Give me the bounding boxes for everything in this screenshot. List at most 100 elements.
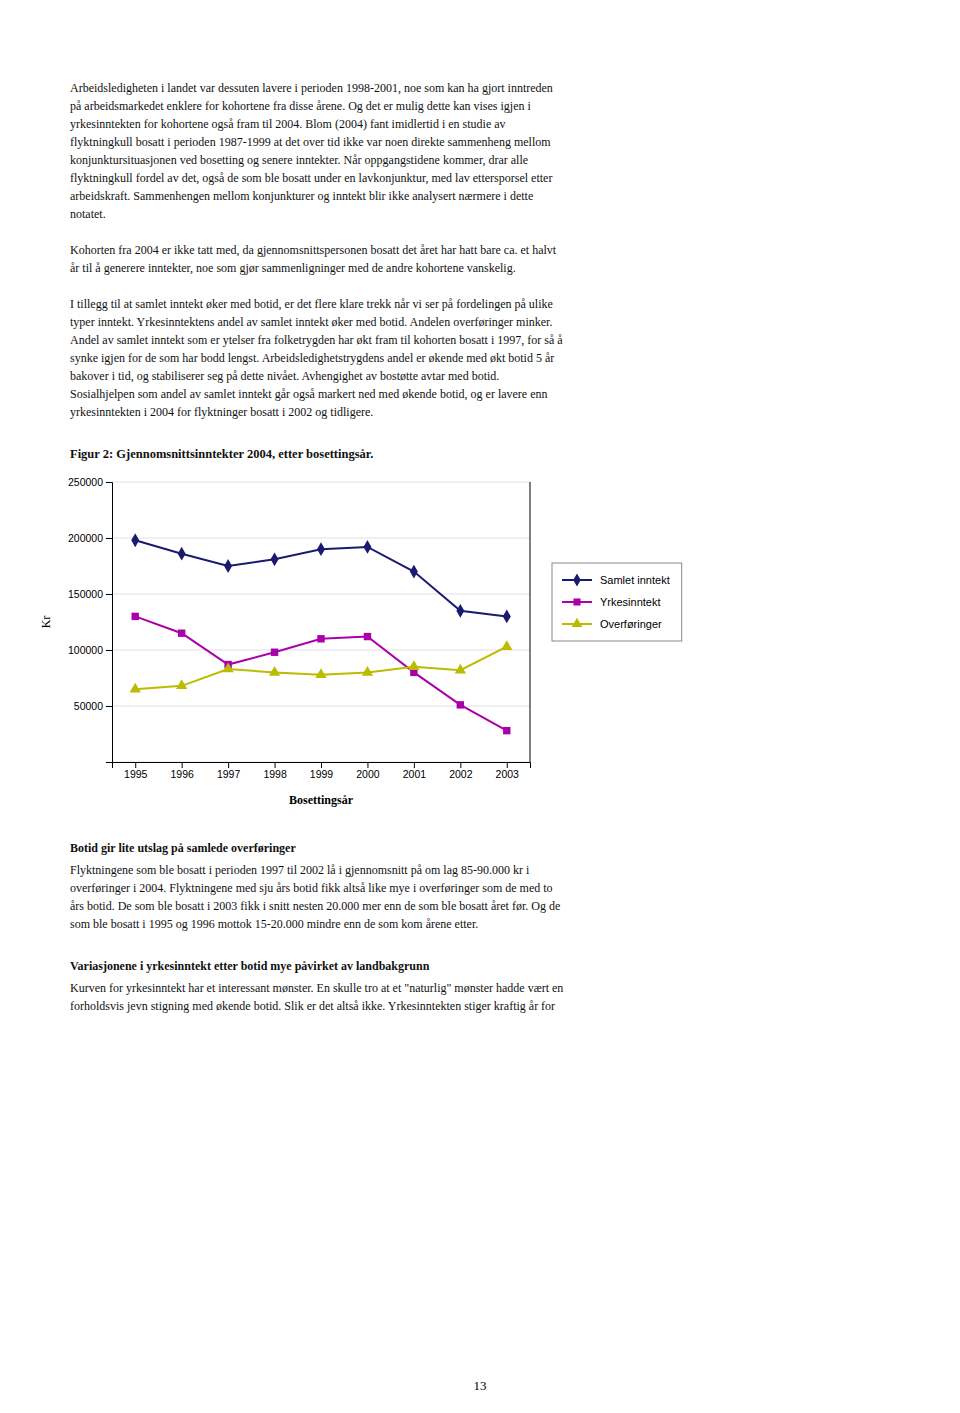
- legend: Samlet inntektYrkesinntektOverføringer: [552, 563, 682, 641]
- x-tick-mark: [275, 762, 276, 768]
- x-axis: 1995 1996 1997 1998 1999 2000 2001 2002 2003: [113, 762, 531, 780]
- x-tick: 1998: [263, 762, 287, 780]
- series-marker: [408, 660, 419, 670]
- paragraph-line: konjunktursituasjonen ved bosetting og s…: [70, 153, 528, 167]
- x-tick: 2000: [356, 762, 380, 780]
- x-tick-mark: [367, 762, 368, 768]
- paragraph-line: Flyktningene som ble bosatt i perioden 1…: [70, 863, 530, 877]
- paragraph-line: yrkesinntekten for kohortene også fram t…: [70, 117, 506, 131]
- y-tick-mark: [106, 650, 112, 651]
- series-marker: [503, 727, 510, 734]
- y-tick-mark: [106, 538, 112, 539]
- paragraph-line: bakover i tid, og stabiliserer seg på de…: [70, 369, 499, 383]
- x-tick-label: 1995: [124, 768, 148, 780]
- x-tick-label: 1996: [170, 768, 194, 780]
- grid-line: [112, 706, 530, 707]
- grid: [112, 482, 530, 762]
- paragraph-line: Sosialhjelpen som andel av samlet inntek…: [70, 387, 548, 401]
- series-line: [135, 616, 507, 730]
- series-marker: [224, 559, 232, 573]
- series-marker: [131, 533, 139, 547]
- page-number: 13: [474, 1378, 487, 1393]
- x-tick-mark: [414, 762, 415, 768]
- y-tick-label: 200000: [68, 532, 103, 544]
- paragraph-line: arbeidskraft. Sammenhengen mellom konjun…: [70, 189, 533, 203]
- paragraph-line: I tillegg til at samlet inntekt øker med…: [70, 297, 553, 311]
- paragraph-line: Andel av samlet inntekt som er ytelser f…: [70, 333, 563, 347]
- legend-marker: [572, 618, 583, 627]
- paragraph-line: år til å generere inntekter, noe som gjø…: [70, 261, 516, 275]
- series-marker: [457, 701, 464, 708]
- y-tick-mark: [106, 706, 112, 707]
- legend-label: Yrkesinntekt: [600, 596, 661, 608]
- grid-line: [112, 594, 530, 595]
- y-tick-mark: [106, 482, 112, 483]
- y-tick-label: 250000: [68, 476, 103, 488]
- legend-frame: [552, 563, 682, 641]
- x-tick-label: 2003: [496, 768, 520, 780]
- series-marker: [222, 663, 233, 673]
- chart-title: Figur 2: Gjennomsnittsinntekter 2004, et…: [70, 447, 373, 461]
- y-tick-mark: [106, 762, 112, 763]
- grid-line: [112, 482, 530, 483]
- y-tick: 50000: [74, 700, 112, 712]
- x-tick: 1997: [217, 762, 241, 780]
- paragraph-line: års botid. De som ble bosatt i 2003 fikk…: [70, 899, 560, 913]
- series-marker: [503, 609, 511, 623]
- x-axis-title: Bosettingsår: [289, 793, 354, 807]
- legend-label: Samlet inntekt: [600, 574, 670, 586]
- x-tick-mark: [507, 762, 508, 768]
- series-marker: [456, 604, 464, 618]
- x-axis-line: [113, 763, 531, 769]
- y-tick: 250000: [68, 476, 112, 488]
- series-marker: [410, 565, 418, 579]
- y-tick-label: 50000: [74, 700, 103, 712]
- x-tick-mark: [321, 762, 322, 768]
- series-marker: [364, 633, 371, 640]
- paragraph-line: forholdsvis jevn stigning med økende bot…: [70, 999, 555, 1013]
- x-tick: 2001: [403, 762, 427, 780]
- series-marker: [362, 666, 373, 676]
- x-tick: 2002: [449, 762, 473, 780]
- x-tick-label: 1999: [310, 768, 334, 780]
- y-tick-label: 100000: [68, 644, 103, 656]
- paragraph-line: Arbeidsledigheten i landet var dessuten …: [70, 81, 553, 95]
- paragraph-line: på arbeidsmarkedet enklere for kohortene…: [70, 99, 531, 113]
- legend-marker: [573, 573, 581, 586]
- y-axis-line: [106, 483, 113, 763]
- paragraph-line: flyktningkull bosatt i perioden 1987-199…: [70, 135, 551, 149]
- series-marker: [317, 635, 324, 642]
- series-marker: [130, 683, 141, 693]
- y-tick-label: 150000: [68, 588, 103, 600]
- paragraph-line: Kurven for yrkesinntekt har et interessa…: [70, 981, 563, 995]
- paragraph-line: yrkesinntekten i 2004 for flyktninger bo…: [70, 405, 373, 419]
- y-axis: 50000 100000 150000 200000 250000: [68, 476, 113, 763]
- series-marker: [178, 547, 186, 561]
- grid-line: [112, 538, 530, 539]
- x-tick: 1999: [310, 762, 334, 780]
- section-heading: Variasjonene i yrkesinntekt etter botid …: [70, 959, 430, 973]
- x-tick: 1996: [170, 762, 194, 780]
- series-marker: [315, 668, 326, 678]
- paragraph-line: Kohorten fra 2004 er ikke tatt med, da g…: [70, 243, 557, 257]
- grid-line: [112, 650, 530, 651]
- x-tick-label: 2001: [403, 768, 427, 780]
- series-marker: [501, 640, 512, 650]
- paragraph-line: overføringer i 2004. Flyktningene med sj…: [70, 881, 553, 895]
- x-tick: 1995: [124, 762, 148, 780]
- x-tick-label: 2002: [449, 768, 473, 780]
- series-marker: [317, 542, 325, 556]
- series-line: [135, 540, 507, 616]
- plot-marks: [130, 533, 513, 734]
- y-tick: 100000: [68, 644, 112, 656]
- page: Arbeidsledigheten i landet var dessuten …: [0, 0, 960, 1413]
- section-heading: Botid gir lite utslag på samlede overfør…: [70, 841, 296, 855]
- paragraph-line: som ble bosatt i 1995 og 1996 mottok 15-…: [70, 917, 478, 931]
- y-tick-mark: [106, 594, 112, 595]
- x-tick-mark: [460, 762, 461, 768]
- x-tick-label: 1998: [263, 768, 287, 780]
- x-tick-label: 2000: [356, 768, 380, 780]
- y-tick: [106, 762, 112, 763]
- series-marker: [178, 629, 185, 636]
- series-marker: [271, 649, 278, 656]
